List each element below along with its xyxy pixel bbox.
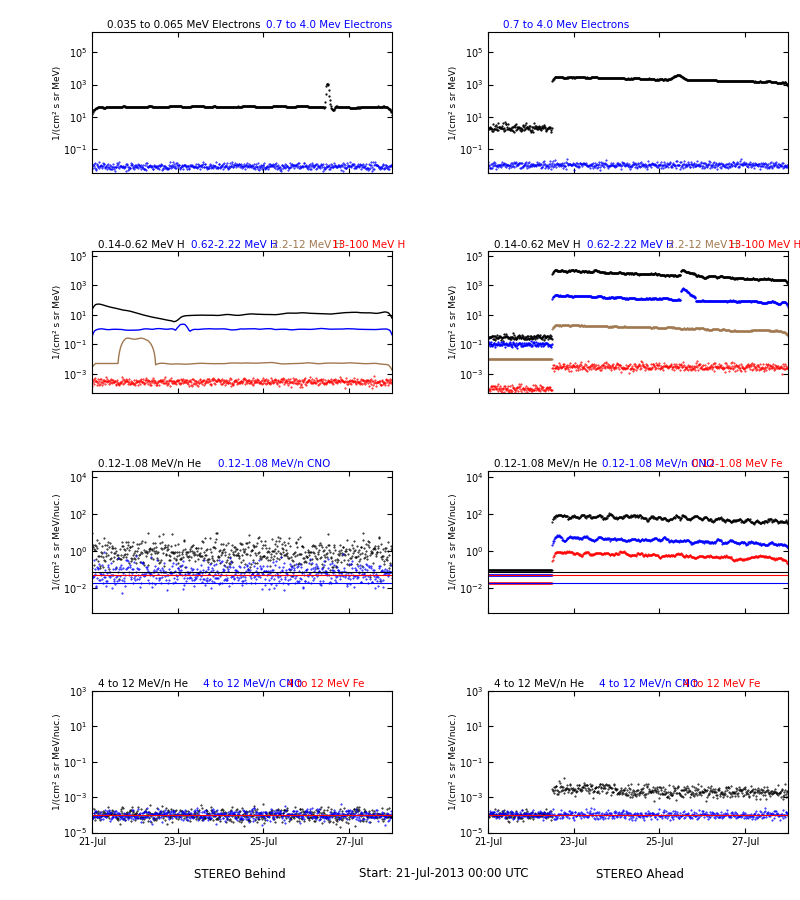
Text: Start: 21-Jul-2013 00:00 UTC: Start: 21-Jul-2013 00:00 UTC [359,868,529,880]
Text: 4 to 12 MeV/n He: 4 to 12 MeV/n He [98,679,188,689]
Text: 0.7 to 4.0 Mev Electrons: 0.7 to 4.0 Mev Electrons [503,20,630,30]
Text: 0.14-0.62 MeV H: 0.14-0.62 MeV H [98,239,185,249]
Text: 0.62-2.22 MeV H: 0.62-2.22 MeV H [587,239,674,249]
Y-axis label: 1/(cm² s sr MeV/nuc.): 1/(cm² s sr MeV/nuc.) [53,493,62,590]
Text: 4 to 12 MeV/n CNO: 4 to 12 MeV/n CNO [599,679,698,689]
Text: 4 to 12 MeV/n He: 4 to 12 MeV/n He [494,679,584,689]
Y-axis label: 1/(cm² s sr MeV): 1/(cm² s sr MeV) [53,285,62,359]
Text: 2.2-12 MeV H: 2.2-12 MeV H [668,239,738,249]
Text: 0.14-0.62 MeV H: 0.14-0.62 MeV H [494,239,581,249]
Text: 13-100 MeV H: 13-100 MeV H [728,239,800,249]
Text: 4 to 12 MeV/n CNO: 4 to 12 MeV/n CNO [203,679,302,689]
Text: 0.035 to 0.065 MeV Electrons: 0.035 to 0.065 MeV Electrons [107,20,261,30]
Text: 4 to 12 MeV Fe: 4 to 12 MeV Fe [287,679,364,689]
Text: 0.12-1.08 MeV/n He: 0.12-1.08 MeV/n He [98,459,201,469]
Text: 0.12-1.08 MeV Fe: 0.12-1.08 MeV Fe [692,459,782,469]
Y-axis label: 1/(cm² s sr MeV): 1/(cm² s sr MeV) [449,66,458,140]
Y-axis label: 1/(cm² s sr MeV/nuc.): 1/(cm² s sr MeV/nuc.) [53,714,62,810]
Text: STEREO Behind: STEREO Behind [194,868,286,880]
Y-axis label: 1/(cm² s sr MeV/nuc.): 1/(cm² s sr MeV/nuc.) [449,493,458,590]
Text: 4 to 12 MeV Fe: 4 to 12 MeV Fe [683,679,760,689]
Text: 0.12-1.08 MeV/n CNO: 0.12-1.08 MeV/n CNO [602,459,714,469]
Text: 0.62-2.22 MeV H: 0.62-2.22 MeV H [191,239,278,249]
Y-axis label: 1/(cm² s sr MeV): 1/(cm² s sr MeV) [53,66,62,140]
Text: STEREO Ahead: STEREO Ahead [596,868,684,880]
Text: 0.12-1.08 MeV/n CNO: 0.12-1.08 MeV/n CNO [218,459,330,469]
Y-axis label: 1/(cm² s sr MeV): 1/(cm² s sr MeV) [449,285,458,359]
Text: 2.2-12 MeV H: 2.2-12 MeV H [272,239,342,249]
Text: 13-100 MeV H: 13-100 MeV H [332,239,406,249]
Text: 0.7 to 4.0 Mev Electrons: 0.7 to 4.0 Mev Electrons [266,20,392,30]
Text: 0.12-1.08 MeV/n He: 0.12-1.08 MeV/n He [494,459,597,469]
Y-axis label: 1/(cm² s sr MeV/nuc.): 1/(cm² s sr MeV/nuc.) [449,714,458,810]
